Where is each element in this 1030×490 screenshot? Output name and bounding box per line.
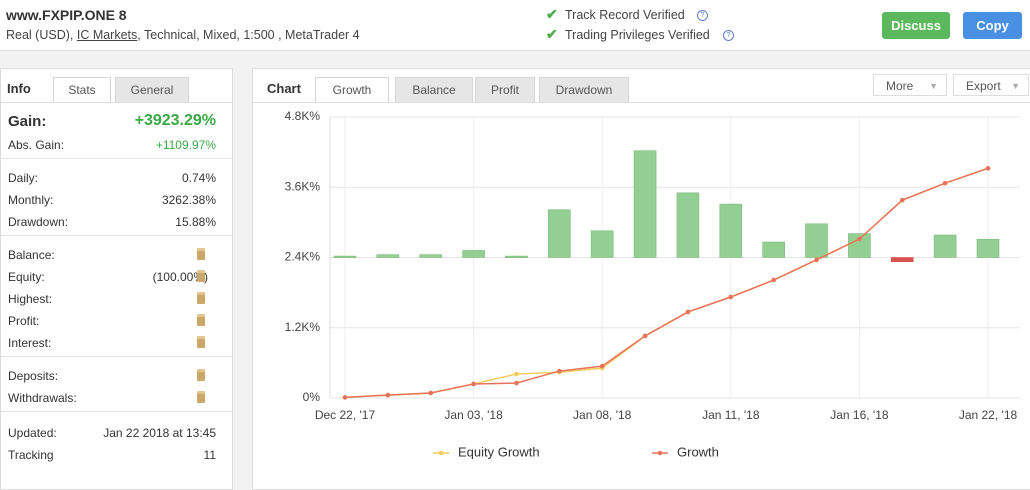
stat-label: Monthly: — [8, 193, 54, 207]
tab[interactable]: Balance — [395, 77, 473, 102]
lock-icon — [197, 270, 205, 282]
panel-heading: Info — [7, 81, 31, 96]
stat-label: Drawdown: — [8, 215, 69, 229]
separator — [1, 235, 232, 236]
tab active[interactable]: Stats — [53, 77, 111, 102]
copy-button[interactable]: Copy — [963, 12, 1022, 39]
lock-icon — [197, 369, 205, 381]
stat-value: 15.88% — [175, 215, 216, 229]
dropdown[interactable]: More ▼ — [873, 74, 947, 96]
header: www.FXPIP.ONE 8 Real (USD), IC Markets, … — [0, 0, 1030, 51]
discuss-button[interactable]: Discuss — [882, 12, 950, 39]
stat-value: +1109.97% — [155, 138, 216, 152]
stat-label: Tracking — [8, 448, 54, 462]
stat-value: 0.74% — [181, 171, 216, 185]
info-panel: Info Stats General Gain: +3923.29% Abs. Gain:… — [0, 68, 233, 490]
tab[interactable]: Growth — [315, 77, 389, 102]
stat-value: 3262.38% — [161, 193, 216, 207]
stat-label: Profit: — [8, 314, 40, 328]
stat-value: 11 — [203, 448, 216, 462]
stat-label: Equity: — [8, 270, 45, 284]
stat-value: (100.00%) — [152, 270, 208, 284]
tab[interactable]: Drawdown — [539, 77, 629, 102]
stat-label: Deposits: — [8, 369, 59, 383]
check-icon: ✔ — [546, 26, 558, 42]
help-icon[interactable]: ? — [723, 30, 734, 41]
stat-label: Interest: — [8, 336, 52, 350]
dropdown-label: More — [886, 79, 914, 93]
lock-icon — [197, 336, 205, 348]
account-title: www.FXPIP.ONE 8 — [6, 7, 127, 23]
stat-label: Withdrawals: — [8, 391, 77, 405]
details-text: , Technical, Mixed, 1:500 , MetaTrader 4 — [137, 28, 360, 42]
separator — [1, 158, 232, 159]
stat-value: Jan 22 2018 at 13:45 — [103, 426, 216, 440]
stat-label: Gain: — [8, 113, 47, 130]
help-icon[interactable]: ? — [697, 10, 708, 21]
account-details: Real (USD), IC Markets, Technical, Mixed… — [6, 28, 360, 42]
stat-label: Balance: — [8, 248, 55, 262]
separator — [1, 411, 232, 412]
separator — [1, 356, 232, 357]
stat-value: +3923.29% — [134, 112, 216, 129]
tab-divider — [253, 102, 1030, 103]
dropdown[interactable]: Export ▼ — [953, 74, 1029, 96]
details-text: Real (USD), — [6, 28, 77, 42]
lock-icon — [197, 292, 205, 304]
dropdown-label: Export — [966, 79, 1001, 93]
check-icon: ✔ — [546, 6, 558, 22]
lock-icon — [197, 248, 205, 260]
broker-link[interactable]: IC Markets — [76, 28, 138, 42]
panel-heading: Chart — [267, 81, 301, 96]
stat-label: Highest: — [8, 292, 53, 306]
tab[interactable]: General — [115, 77, 189, 102]
lock-icon — [197, 391, 205, 403]
dropdown-arrow: ▼ — [929, 81, 938, 91]
chart-panel: Chart Growth Balance Profit Drawdown More ▼ Exp… — [252, 68, 1030, 490]
stat-label: Abs. Gain: — [8, 138, 65, 152]
stat-label: Daily: — [8, 171, 39, 185]
dropdown-arrow: ▼ — [1011, 81, 1020, 91]
tab[interactable]: Profit — [475, 77, 535, 102]
verification-text: Trading Privileges Verified — [565, 28, 710, 42]
tab-divider — [1, 102, 232, 103]
lock-icon — [197, 314, 205, 326]
stat-label: Updated: — [8, 426, 57, 440]
verification-text: Track Record Verified — [565, 8, 685, 22]
